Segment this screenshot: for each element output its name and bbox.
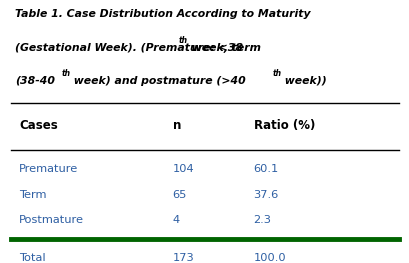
Text: 65: 65 (172, 190, 187, 200)
Text: 104: 104 (172, 164, 194, 174)
Text: th: th (272, 69, 281, 78)
Text: week)): week)) (280, 76, 326, 86)
Text: Term: Term (19, 190, 46, 200)
Text: Ratio (%): Ratio (%) (253, 119, 314, 132)
Text: 173: 173 (172, 253, 194, 263)
Text: Premature: Premature (19, 164, 78, 174)
Text: Cases: Cases (19, 119, 58, 132)
Text: Postmature: Postmature (19, 215, 84, 225)
Text: 2.3: 2.3 (253, 215, 271, 225)
Text: 4: 4 (172, 215, 179, 225)
Text: week) and postmature (>40: week) and postmature (>40 (70, 76, 245, 86)
Text: th: th (61, 69, 70, 78)
Text: (Gestational Week). (Premature: <38: (Gestational Week). (Premature: <38 (15, 43, 242, 53)
Text: 37.6: 37.6 (253, 190, 278, 200)
Text: Total: Total (19, 253, 45, 263)
Text: 100.0: 100.0 (253, 253, 285, 263)
Text: 60.1: 60.1 (253, 164, 278, 174)
Text: n: n (172, 119, 181, 132)
Text: (38-40: (38-40 (15, 76, 55, 86)
Text: th: th (179, 36, 188, 45)
Text: week, term: week, term (188, 43, 261, 53)
Text: Table 1. Case Distribution According to Maturity: Table 1. Case Distribution According to … (15, 9, 310, 19)
